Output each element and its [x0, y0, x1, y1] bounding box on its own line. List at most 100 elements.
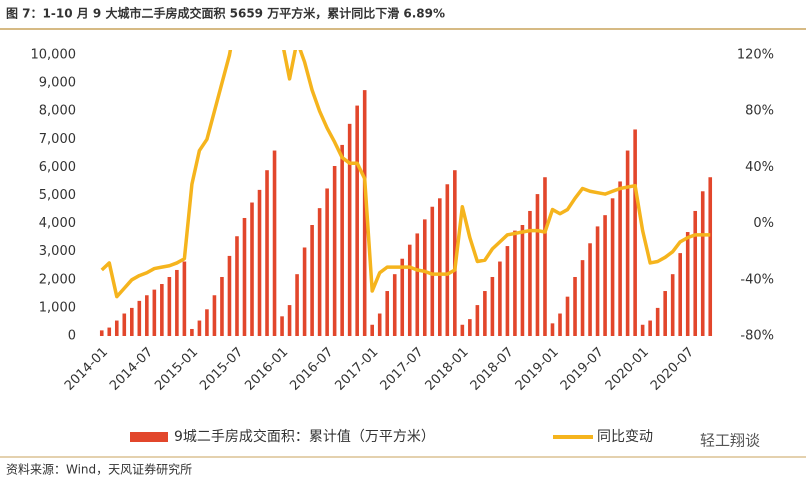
bar	[205, 309, 209, 336]
bar	[197, 320, 202, 336]
y-tick-label: 2,000	[39, 272, 76, 287]
x-tick-label: 2017-07	[378, 345, 427, 394]
bar	[145, 295, 149, 336]
bar	[655, 307, 660, 336]
bar	[520, 225, 525, 336]
bar	[370, 324, 374, 336]
y-tick-label: 1,000	[39, 300, 76, 315]
bar	[498, 261, 502, 336]
bar	[663, 291, 667, 336]
bar	[438, 198, 442, 336]
bar	[280, 316, 284, 336]
bar	[445, 184, 450, 336]
y-tick-label: 4,000	[39, 216, 76, 231]
y2-tick-label: -80%	[740, 329, 774, 344]
x-tick-label: 2019-01	[513, 345, 562, 394]
bar	[332, 165, 337, 336]
bar	[220, 276, 224, 336]
bar	[468, 319, 472, 336]
bar	[565, 296, 570, 336]
y-tick-label: 7,000	[39, 132, 76, 147]
bar	[610, 198, 615, 336]
bar	[430, 206, 435, 336]
y-tick-label: 9,000	[39, 76, 76, 91]
y-tick-label: 6,000	[39, 160, 76, 175]
bar	[347, 123, 352, 336]
bar	[588, 243, 592, 336]
x-tick-label: 2019-07	[558, 345, 607, 394]
bar	[648, 320, 652, 336]
bar	[212, 295, 217, 336]
bar	[302, 247, 307, 336]
bar	[235, 236, 239, 336]
watermark: 轻工翔谈	[700, 432, 760, 450]
x-tick-label: 2015-01	[152, 345, 201, 394]
bar	[505, 246, 510, 336]
bar	[453, 170, 457, 336]
y-tick-label: 0	[68, 329, 76, 344]
bar	[700, 191, 705, 336]
legend-label: 同比变动	[597, 429, 653, 445]
bar	[340, 144, 344, 336]
x-tick-label: 2020-07	[648, 345, 697, 394]
bar	[407, 244, 412, 336]
bar	[362, 90, 367, 336]
x-tick-label: 2016-01	[242, 345, 291, 394]
bar	[618, 181, 622, 336]
bar	[528, 210, 532, 336]
bar	[693, 210, 698, 336]
bar	[137, 300, 142, 336]
bar	[633, 129, 637, 336]
bar	[558, 313, 562, 336]
bar	[513, 230, 517, 336]
bar	[685, 232, 690, 336]
y-tick-label: 3,000	[39, 244, 76, 259]
bar	[295, 274, 299, 336]
bar	[573, 276, 577, 336]
bar	[385, 291, 390, 336]
bar	[99, 330, 104, 336]
bar	[265, 170, 269, 336]
x-tick-label: 2020-01	[603, 345, 652, 394]
bar	[242, 217, 247, 336]
bar	[475, 305, 480, 336]
x-tick-label: 2017-01	[332, 345, 381, 394]
bar	[272, 150, 277, 336]
bar	[257, 189, 262, 336]
y2-tick-label: -40%	[740, 272, 774, 287]
bar	[175, 269, 179, 336]
line-group	[100, 50, 711, 299]
y2-tick-label: 0%	[753, 216, 774, 231]
bar	[483, 291, 487, 336]
bar	[550, 323, 555, 336]
bar	[130, 307, 134, 336]
bar	[317, 208, 322, 336]
y-tick-label: 10,000	[31, 48, 77, 63]
x-tick-label: 2016-07	[287, 345, 336, 394]
x-tick-label: 2014-01	[62, 345, 111, 394]
x-tick-label: 2014-07	[107, 345, 156, 394]
bar	[355, 105, 359, 336]
bar	[603, 215, 607, 336]
bar	[670, 274, 675, 336]
bar	[580, 260, 585, 336]
x-tick-label: 2015-07	[197, 345, 246, 394]
bar	[227, 255, 232, 336]
bar	[122, 313, 127, 336]
bar	[152, 289, 157, 336]
bar	[490, 276, 495, 336]
x-tick-label: 2018-01	[423, 345, 472, 394]
bar	[460, 324, 465, 336]
bar	[625, 150, 630, 336]
bar	[708, 177, 713, 336]
legend-swatch	[130, 432, 168, 442]
y-tick-label: 5,000	[39, 188, 76, 203]
bar	[678, 253, 682, 336]
bar	[415, 233, 420, 336]
chart-title: 图 7：1-10 月 9 大城市二手房成交面积 5659 万平方米，累计同比下滑…	[6, 6, 445, 21]
y2-tick-label: 40%	[745, 160, 774, 175]
bar	[310, 225, 314, 336]
bar	[325, 188, 329, 336]
bar	[107, 327, 112, 336]
